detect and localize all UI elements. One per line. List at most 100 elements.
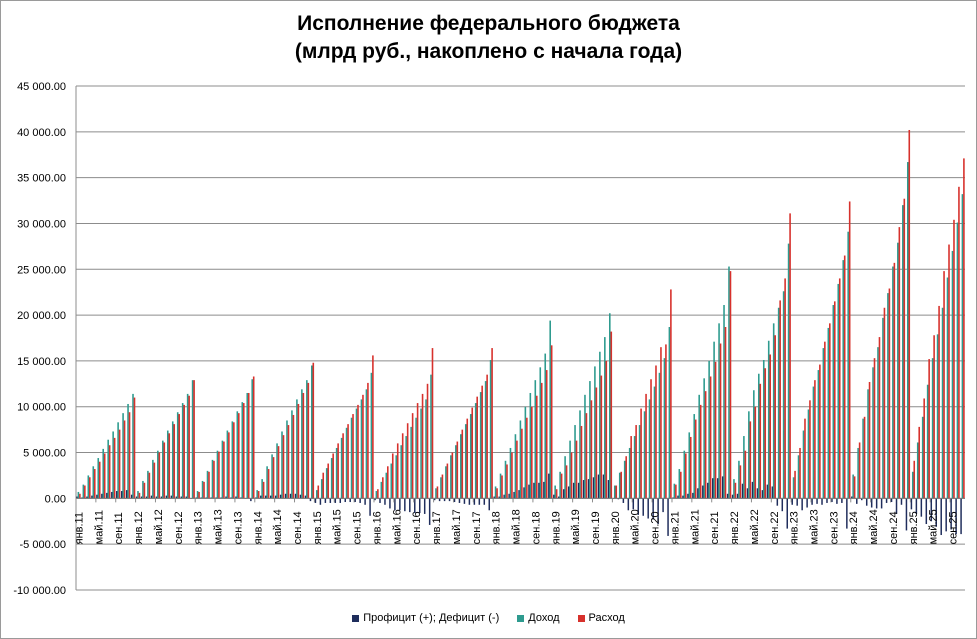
bar-balance	[379, 498, 381, 503]
bar-balance	[627, 498, 630, 511]
bar-expense	[590, 400, 593, 499]
bar-expense	[709, 376, 712, 499]
legend-item-expense: Расход	[577, 612, 625, 624]
bar-expense	[784, 278, 786, 499]
bar-expense	[208, 471, 210, 499]
bar-revenue	[892, 266, 894, 499]
x-tick-label: май.22	[749, 509, 761, 544]
bar-expense	[198, 491, 200, 499]
bar-revenue	[534, 380, 537, 499]
bar-expense	[580, 425, 583, 499]
bar-expense	[794, 470, 796, 499]
bar-revenue	[330, 458, 333, 499]
bar-balance	[662, 498, 664, 513]
bar-expense	[441, 474, 444, 499]
bar-revenue	[455, 445, 457, 499]
bar-revenue	[916, 442, 919, 499]
x-tick-label: янв.14	[252, 511, 264, 544]
bar-expense	[675, 484, 677, 499]
bar-balance	[885, 498, 888, 503]
bar-balance	[781, 498, 784, 512]
bar-balance	[548, 473, 550, 499]
bar-revenue	[469, 414, 472, 499]
bar-expense	[953, 219, 955, 499]
bar-balance	[414, 498, 416, 514]
bar-balance	[533, 482, 535, 499]
bar-revenue	[847, 231, 849, 499]
bar-balance	[106, 492, 108, 499]
bar-expense	[804, 418, 806, 499]
bar-balance	[692, 492, 694, 499]
bar-expense	[754, 406, 757, 499]
bar-expense	[496, 488, 498, 499]
bar-expense	[779, 300, 781, 499]
bar-revenue	[176, 412, 179, 499]
bar-expense	[689, 436, 692, 499]
bar-balance	[433, 498, 436, 501]
bar-revenue	[757, 373, 760, 499]
bar-revenue	[569, 440, 571, 499]
bar-expense	[600, 375, 603, 499]
bar-revenue	[107, 439, 109, 499]
bar-balance	[319, 498, 322, 505]
bar-revenue	[181, 403, 184, 499]
bar-expense	[242, 403, 245, 499]
bar-expense	[893, 262, 896, 499]
bar-expense	[908, 129, 911, 499]
bar-expense	[694, 419, 697, 499]
bar-expense	[113, 437, 116, 499]
bar-expense	[595, 387, 598, 499]
bar-expense	[282, 435, 285, 499]
chart-subtitle: (млрд руб., накоплено с начала года)	[294, 40, 683, 63]
bar-expense	[635, 425, 637, 499]
bar-revenue	[738, 460, 740, 499]
bar-expense	[297, 403, 300, 499]
bar-balance	[225, 496, 227, 499]
bar-balance	[304, 495, 307, 499]
bar-expense	[416, 403, 419, 499]
bar-revenue	[365, 389, 368, 499]
bar-balance	[741, 483, 744, 499]
bar-revenue	[211, 459, 214, 499]
legend-swatch-expense	[577, 614, 585, 622]
bar-revenue	[936, 334, 939, 499]
bar-revenue	[479, 392, 482, 499]
bar-revenue	[921, 416, 924, 499]
bar-expense	[898, 227, 901, 499]
bar-balance	[940, 498, 942, 536]
bar-revenue	[772, 323, 775, 499]
bar-balance	[160, 496, 163, 499]
bar-revenue	[355, 408, 358, 499]
bar-balance	[647, 498, 649, 519]
bar-expense	[382, 477, 384, 499]
bar-balance	[354, 498, 356, 503]
bar-balance	[175, 496, 178, 499]
bar-expense	[620, 471, 623, 499]
bar-expense	[769, 354, 772, 499]
bar-expense	[387, 466, 389, 499]
bar-revenue	[196, 491, 199, 499]
bar-revenue	[82, 484, 85, 499]
bar-balance	[915, 498, 918, 514]
bar-balance	[448, 498, 451, 502]
bar-balance	[622, 498, 625, 503]
y-tick-label: 40 000.00	[17, 127, 66, 139]
bar-revenue	[748, 411, 750, 499]
bar-balance	[279, 494, 282, 499]
bar-balance	[811, 498, 813, 505]
bar-balance	[786, 498, 788, 529]
bar-balance	[925, 498, 928, 525]
bar-balance	[349, 498, 351, 503]
bar-revenue	[246, 392, 249, 499]
bar-revenue	[812, 386, 815, 499]
bar-revenue	[460, 434, 462, 499]
bar-expense	[516, 440, 518, 499]
y-tick-label: -10 000.00	[13, 585, 66, 597]
y-tick-label: 15 000.00	[17, 356, 66, 368]
bar-balance	[404, 498, 406, 512]
bar-revenue	[524, 406, 527, 499]
y-tick-label: 20 000.00	[17, 310, 66, 322]
bar-balance	[657, 498, 659, 525]
bar-expense	[168, 433, 171, 499]
